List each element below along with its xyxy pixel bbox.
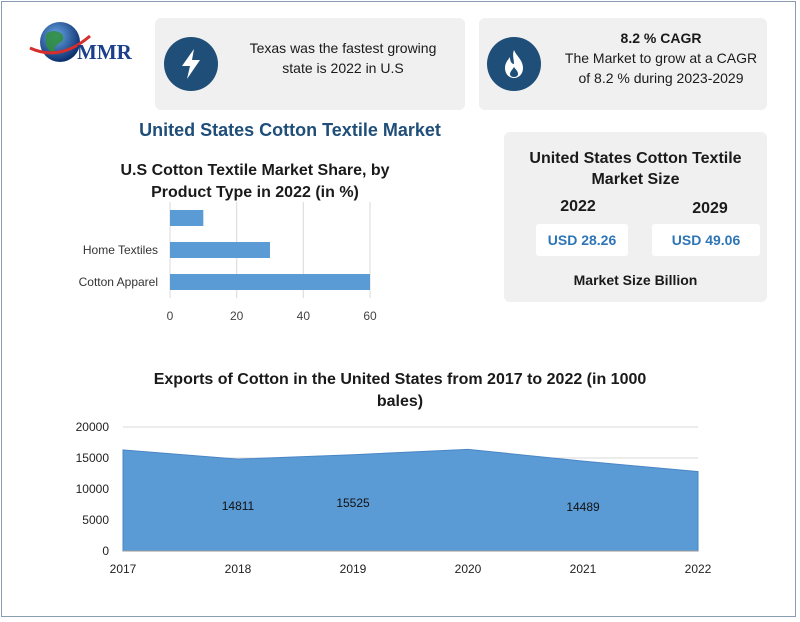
market-size-title: United States Cotton Textile Market Size <box>504 148 767 190</box>
area-x-tick-label: 2018 <box>225 562 252 576</box>
bar-category-label: Home Textiles <box>83 243 158 257</box>
cagr-text: 8.2 % CAGR The Market to grow at a CAGR … <box>557 28 765 88</box>
fastest-growing-line1: Texas was the fastest growing <box>249 40 437 56</box>
cagr-line2: of 8.2 % during 2023-2029 <box>578 70 744 86</box>
market-size-title-line2: Market Size <box>591 171 680 188</box>
product-type-bar-chart: 0 20 40 60 Home Textiles Cotton Apparel <box>79 202 377 323</box>
globe-icon <box>29 22 91 62</box>
area-data-label: 14811 <box>222 499 255 513</box>
bar-category-label: Cotton Apparel <box>79 275 158 289</box>
market-value-2022: USD 28.26 <box>536 224 628 256</box>
bar-chart-title-line2: Product Type in 2022 (in %) <box>151 184 359 201</box>
main-title: United States Cotton Textile Market <box>139 120 441 140</box>
bar-x-tick-label: 60 <box>363 309 377 323</box>
area-chart-title-line2: bales) <box>376 393 424 410</box>
flame-icon <box>487 37 541 91</box>
area-y-tick-label: 20000 <box>76 420 110 434</box>
bar-chart-title: U.S Cotton Textile Market Share, by Prod… <box>90 160 420 204</box>
area-x-tick-label: 2019 <box>340 562 367 576</box>
logo-text: MMR <box>77 40 132 64</box>
lightning-icon <box>164 37 218 91</box>
area-x-tick-label: 2021 <box>570 562 597 576</box>
market-size-title-line1: United States Cotton Textile <box>529 150 742 167</box>
bar <box>170 274 370 290</box>
fastest-growing-text: Texas was the fastest growing state is 2… <box>233 38 453 78</box>
market-year-2029: 2029 <box>692 200 728 217</box>
area-x-tick-label: 2020 <box>455 562 482 576</box>
area-chart-title-line1: Exports of Cotton in the United States f… <box>153 371 647 388</box>
area-y-tick-label: 5000 <box>82 513 109 527</box>
bar-chart-title-line1: U.S Cotton Textile Market Share, by <box>120 162 390 179</box>
market-year-2022: 2022 <box>560 198 596 215</box>
fastest-growing-line2: state is 2022 in U.S <box>282 60 404 76</box>
bar <box>170 210 204 226</box>
cagr-line1: The Market to grow at a CAGR <box>564 50 758 66</box>
cagr-card: 8.2 % CAGR The Market to grow at a CAGR … <box>479 18 767 110</box>
area-y-tick-label: 15000 <box>76 451 110 465</box>
exports-area <box>122 448 699 552</box>
bar-x-tick-label: 20 <box>230 309 244 323</box>
cotton-exports-area-chart: 0 5000 10000 15000 20000 2017 2018 2019 2020 2021… <box>76 420 712 576</box>
fastest-growing-card: Texas was the fastest growing state is 2… <box>155 18 465 110</box>
market-size-card: United States Cotton Textile Market Size… <box>504 132 767 302</box>
market-value-2029: USD 49.06 <box>652 224 760 256</box>
area-chart-title: Exports of Cotton in the United States f… <box>120 369 680 413</box>
bar <box>170 242 270 258</box>
area-y-tick-label: 0 <box>102 544 109 558</box>
bar-x-tick-label: 40 <box>297 309 311 323</box>
mmr-logo: MMR <box>22 18 137 68</box>
area-data-label: 14489 <box>566 500 600 514</box>
area-x-tick-label: 2022 <box>685 562 712 576</box>
area-y-tick-label: 10000 <box>76 482 110 496</box>
bar-x-tick-label: 0 <box>167 309 174 323</box>
area-data-label: 15525 <box>336 496 370 510</box>
market-size-unit: Market Size Billion <box>573 272 698 288</box>
area-x-tick-label: 2017 <box>110 562 137 576</box>
cagr-title: 8.2 % CAGR <box>620 30 702 46</box>
